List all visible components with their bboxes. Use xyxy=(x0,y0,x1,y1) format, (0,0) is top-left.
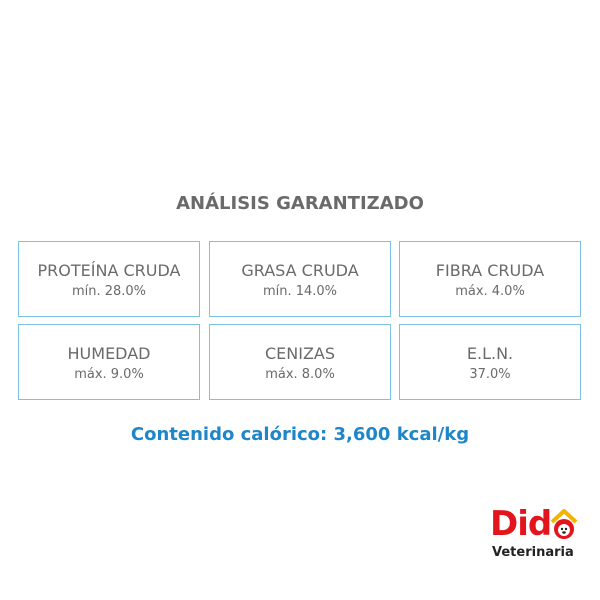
nutrient-name: PROTEÍNA CRUDA xyxy=(37,261,181,280)
logo-brand: Did xyxy=(490,504,552,544)
logo: Did Veterinaria xyxy=(490,505,580,570)
nutrient-value: máx. 8.0% xyxy=(265,367,335,382)
nutrient-name: GRASA CRUDA xyxy=(241,261,359,280)
nutrient-value: máx. 4.0% xyxy=(455,284,525,299)
nutrient-value: mín. 28.0% xyxy=(71,284,147,299)
caloric-content: Contenido calórico: 3,600 kcal/kg xyxy=(130,424,470,445)
title: ANÁLISIS GARANTIZADO xyxy=(176,193,424,214)
analysis-cell: PROTEÍNA CRUDA mín. 28.0% xyxy=(18,241,200,317)
nutrient-value: 37.0% xyxy=(469,367,511,382)
nutrient-value: mín. 14.0% xyxy=(262,284,338,299)
logo-subtitle: Veterinaria xyxy=(492,545,574,560)
analysis-cell: HUMEDAD máx. 9.0% xyxy=(18,324,200,400)
nutrient-name: CENIZAS xyxy=(264,344,336,363)
nutrient-name: HUMEDAD xyxy=(67,344,151,363)
nutrient-value: máx. 9.0% xyxy=(74,367,144,382)
nutrient-name: FIBRA CRUDA xyxy=(435,261,545,280)
analysis-cell: CENIZAS máx. 8.0% xyxy=(209,324,391,400)
analysis-cell: FIBRA CRUDA máx. 4.0% xyxy=(399,241,581,317)
logo-icon xyxy=(550,509,578,539)
analysis-cell: E.L.N. 37.0% xyxy=(399,324,581,400)
analysis-cell: GRASA CRUDA mín. 14.0% xyxy=(209,241,391,317)
nutrient-name: E.L.N. xyxy=(466,344,514,363)
